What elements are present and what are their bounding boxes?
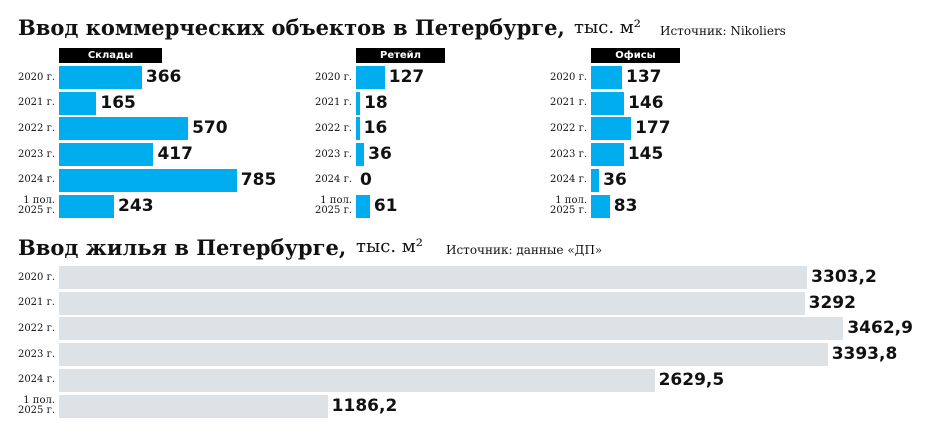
bar bbox=[356, 194, 370, 218]
category-label: 1 пол. 2025 г. bbox=[17, 395, 55, 416]
category-label: 2021 г. bbox=[17, 97, 55, 109]
value-label: 16 bbox=[363, 118, 388, 139]
bar bbox=[59, 91, 97, 115]
value-label: 145 bbox=[627, 144, 664, 165]
category-label: 2020 г. bbox=[549, 71, 587, 83]
bar bbox=[59, 117, 189, 141]
bar bbox=[591, 91, 625, 115]
bar bbox=[591, 143, 624, 167]
category-label: 2021 г. bbox=[17, 297, 55, 309]
unit: тыс. м² bbox=[574, 17, 642, 38]
value-label: 785 bbox=[240, 169, 277, 190]
value-label: 3462,9 bbox=[847, 318, 913, 339]
bar bbox=[59, 317, 844, 341]
value-label: 137 bbox=[626, 67, 662, 87]
bar bbox=[59, 168, 237, 192]
value-label: 18 bbox=[364, 92, 388, 113]
value-label: 177 bbox=[635, 118, 671, 139]
category-label: 2020 г. bbox=[314, 71, 352, 83]
value-label: 570 bbox=[192, 118, 228, 139]
value-label: 127 bbox=[388, 67, 425, 87]
source: Источник: Nikoliers bbox=[660, 24, 786, 38]
category-label: 2023 г. bbox=[17, 148, 55, 160]
bar bbox=[59, 266, 808, 289]
category-label: 2024 г. bbox=[549, 174, 587, 186]
category-label: 2022 г. bbox=[314, 122, 352, 134]
category-label: 1 пол. 2025 г. bbox=[549, 195, 587, 216]
bar bbox=[59, 194, 115, 218]
value-label: 146 bbox=[628, 92, 664, 113]
category-label: 2023 г. bbox=[549, 148, 587, 160]
value-label: 1186,2 bbox=[331, 395, 398, 416]
value-label: 366 bbox=[145, 67, 182, 87]
category-label: 2020 г. bbox=[17, 271, 55, 283]
category-label: 2022 г. bbox=[17, 322, 55, 334]
bar bbox=[356, 117, 360, 141]
bar bbox=[59, 368, 655, 392]
value-label: 2629,5 bbox=[658, 369, 725, 390]
category-label: 1 пол. 2025 г. bbox=[17, 195, 55, 216]
category-label: 2021 г. bbox=[314, 97, 352, 109]
bar bbox=[591, 66, 623, 89]
bar bbox=[356, 91, 361, 115]
category-label: 2024 г. bbox=[17, 374, 55, 386]
category-label: 2024 г. bbox=[314, 174, 352, 186]
bar bbox=[591, 117, 632, 141]
value-label: 61 bbox=[373, 195, 398, 216]
category-label: 1 пол. 2025 г. bbox=[314, 195, 352, 216]
value-label: 36 bbox=[603, 169, 627, 190]
category-label: 2021 г. bbox=[549, 97, 587, 109]
title: Ввод коммерческих объектов в Петербурге, bbox=[18, 15, 565, 40]
category-label: 2023 г. bbox=[17, 348, 55, 360]
unit: тыс. м² bbox=[356, 236, 424, 257]
category-label: 2023 г. bbox=[314, 148, 352, 160]
category-label: 2022 г. bbox=[17, 122, 55, 134]
value-label: 36 bbox=[368, 144, 392, 165]
value-label: 417 bbox=[157, 144, 193, 165]
bar bbox=[59, 343, 828, 367]
value-label: 243 bbox=[118, 195, 154, 216]
bar bbox=[591, 194, 610, 218]
bar bbox=[591, 168, 600, 192]
bar bbox=[59, 394, 328, 418]
category-label: 2022 г. bbox=[549, 122, 587, 134]
bar bbox=[59, 291, 805, 315]
bar bbox=[59, 143, 154, 167]
value-label: 3393,8 bbox=[831, 344, 898, 365]
value-label: 0 bbox=[360, 169, 372, 190]
panel-header: Ретейл bbox=[356, 48, 445, 63]
bar bbox=[356, 143, 365, 167]
value-label: 3292 bbox=[808, 292, 856, 313]
panel-header: Офисы bbox=[591, 48, 680, 63]
category-label: 2020 г. bbox=[17, 71, 55, 83]
bar bbox=[59, 66, 142, 89]
bar bbox=[356, 66, 385, 89]
category-label: 2024 г. bbox=[17, 174, 55, 186]
title: Ввод жилья в Петербурге, bbox=[18, 235, 347, 260]
value-label: 3303,2 bbox=[811, 267, 877, 287]
panel-header: Склады bbox=[59, 48, 162, 63]
value-label: 83 bbox=[613, 195, 638, 216]
value-label: 165 bbox=[100, 92, 136, 113]
source: Источник: данные «ДП» bbox=[446, 243, 603, 257]
